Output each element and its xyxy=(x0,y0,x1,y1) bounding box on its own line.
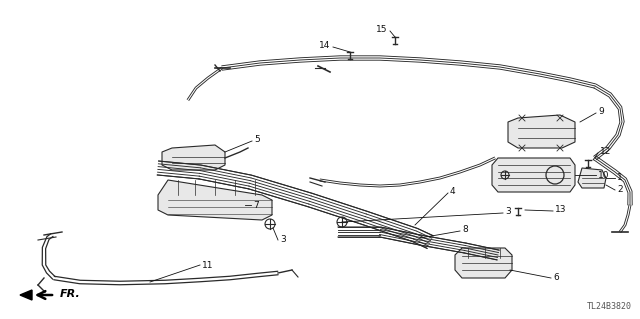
Polygon shape xyxy=(158,180,272,220)
Text: 2: 2 xyxy=(617,186,623,195)
Text: 15: 15 xyxy=(376,26,387,34)
Text: 7: 7 xyxy=(253,201,259,210)
Text: 13: 13 xyxy=(555,205,566,214)
Text: 6: 6 xyxy=(553,273,559,283)
Text: 4: 4 xyxy=(450,188,456,197)
Text: TL24B3820: TL24B3820 xyxy=(587,302,632,311)
Text: 14: 14 xyxy=(319,41,330,50)
Polygon shape xyxy=(455,248,512,278)
Polygon shape xyxy=(508,115,575,148)
Text: 12: 12 xyxy=(600,147,611,157)
Polygon shape xyxy=(162,145,225,170)
Text: FR.: FR. xyxy=(60,289,81,299)
Text: 1: 1 xyxy=(617,174,623,182)
Polygon shape xyxy=(20,290,32,300)
Text: 10: 10 xyxy=(598,170,609,180)
Polygon shape xyxy=(492,158,575,192)
Text: 5: 5 xyxy=(254,136,260,145)
Text: 9: 9 xyxy=(598,108,604,116)
Text: 3: 3 xyxy=(505,207,511,217)
Polygon shape xyxy=(578,168,606,188)
Text: 3: 3 xyxy=(280,235,285,244)
Text: 11: 11 xyxy=(202,261,214,270)
Text: 8: 8 xyxy=(462,226,468,234)
